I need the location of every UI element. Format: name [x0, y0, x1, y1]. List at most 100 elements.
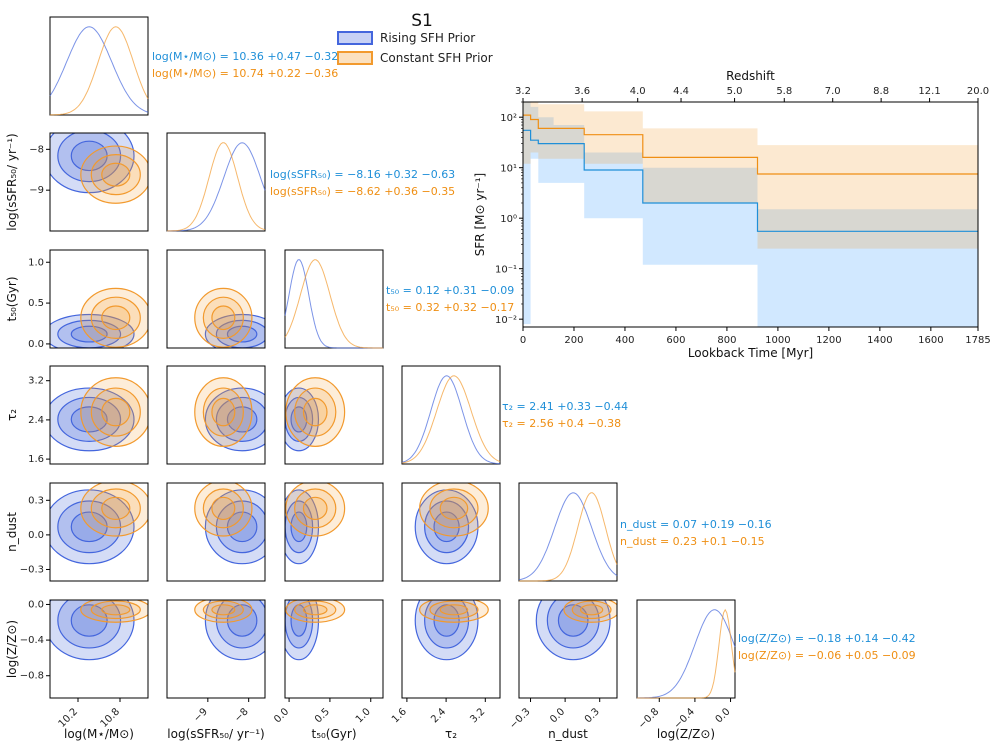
corner-y-tick-label: −0.8 [20, 671, 44, 682]
corner-y-tick-label: 0.0 [28, 599, 44, 610]
diag-histogram [519, 492, 618, 582]
corner-x-tick-label: 0.0 [714, 706, 733, 725]
contour-level [294, 600, 337, 620]
diag-histogram [637, 609, 736, 699]
sfh-top-tick-label: 4.4 [673, 86, 689, 97]
contour-level [90, 387, 141, 437]
contour-level [204, 387, 265, 452]
corner-x-axis-label: n_dust [548, 727, 588, 741]
contour-level [57, 133, 122, 183]
contour-level [202, 296, 244, 339]
contour-frame [166, 599, 266, 699]
contour-panel [285, 600, 346, 661]
corner-y-tick-label: −8 [29, 144, 44, 155]
contour-level [211, 604, 236, 616]
summary-rising: log(M⋆/M⊙) = 10.36 +0.47 −0.32 [152, 50, 338, 63]
contour-level [215, 396, 265, 442]
legend-label-rising: Rising SFH Prior [380, 31, 475, 45]
diag-histogram [284, 259, 383, 349]
corner-y-axis-label: log(Z/Z⊙) [5, 620, 19, 678]
diag-histogram [50, 26, 149, 116]
summary-constant: t₅₀ = 0.32 +0.32 −0.17 [386, 301, 514, 314]
contour-panel [194, 377, 265, 452]
contour-level [414, 600, 479, 661]
sfh-x-tick-label: 1600 [918, 335, 943, 346]
corner-y-tick-label: 1.0 [28, 257, 44, 268]
contour-frame [401, 482, 501, 582]
contour-level [204, 313, 265, 348]
contour-level [80, 287, 148, 348]
contour-level [211, 305, 236, 331]
contour-frame [284, 365, 384, 465]
summary-constant: log(Z/Z⊙) = −0.06 +0.05 −0.09 [738, 649, 916, 662]
sfh-y-tick-label: 10⁰ [500, 214, 517, 225]
corner-x-axis-label: log(sSFR₅₀/ yr⁻¹) [167, 727, 264, 741]
contour-level [101, 604, 131, 616]
diag-panel [49, 16, 149, 116]
contour-frame [401, 599, 501, 699]
summary-rising: log(sSFR₅₀) = −8.16 +0.32 −0.63 [270, 168, 455, 181]
contour-frame [284, 482, 384, 582]
corner-x-tick-label: 3.2 [468, 706, 487, 725]
corner-y-tick-label: −0.3 [20, 564, 44, 575]
diag-histogram [637, 608, 736, 699]
sfh-top-axis-label: Redshift [726, 69, 775, 83]
contour-panel [194, 600, 265, 661]
contour-frame [166, 365, 266, 465]
summary-rising: t₅₀ = 0.12 +0.31 −0.09 [386, 284, 514, 297]
contour-level [80, 145, 148, 204]
contour-level [101, 397, 131, 427]
contour-level [90, 488, 141, 529]
corner-x-tick-label: 0.5 [313, 706, 332, 725]
diag-histogram [284, 259, 383, 349]
corner-x-axis-label: log(M⋆/M⊙) [64, 727, 134, 741]
contour-level [419, 483, 489, 537]
summary-rising: log(Z/Z⊙) = −0.18 +0.14 −0.42 [738, 632, 916, 645]
contour-level [302, 496, 328, 521]
sfh-y-tick-label: 10¹ [500, 164, 517, 175]
legend-label-constant: Constant SFH Prior [380, 51, 493, 65]
sfh-x-axis-label: Lookback Time [Myr] [688, 346, 813, 360]
contour-panel [194, 483, 265, 565]
contour-level [285, 483, 346, 537]
contour-panel [50, 287, 148, 348]
legend: Rising SFH Prior Constant SFH Prior [337, 31, 493, 65]
contour-level [429, 488, 479, 529]
contour-level [211, 496, 236, 521]
corner-x-axis-label: τ₂ [445, 727, 457, 741]
sfh-panel: Redshift Lookback Time [Myr] SFR [M⊙ yr⁻… [473, 69, 991, 360]
diag-histogram [518, 492, 618, 581]
corner-x-tick-label: 0.0 [548, 706, 567, 725]
sfh-line-rising [523, 129, 978, 232]
contour-level [57, 396, 122, 442]
contour-level [90, 296, 141, 339]
contour-level [194, 600, 253, 623]
summary-constant: log(sSFR₅₀) = −8.62 +0.36 −0.35 [270, 185, 455, 198]
contour-panel [414, 600, 489, 661]
legend-swatch-rising [337, 31, 373, 45]
sfh-band-rising [523, 102, 978, 327]
diag-histogram [166, 142, 266, 232]
sfh-x-tick-label: 1400 [867, 335, 892, 346]
sfh-x-tick-label: 600 [666, 335, 685, 346]
legend-swatch-constant [337, 51, 373, 65]
corner-y-axis-label: log(sSFR₅₀/ yr⁻¹) [5, 133, 19, 230]
corner-y-tick-label: 1.6 [28, 454, 44, 465]
contour-frame [166, 249, 266, 349]
contour-frame [518, 599, 618, 699]
sfh-top-tick-label: 4.0 [630, 86, 646, 97]
summary-constant: n_dust = 0.23 +0.1 −0.15 [620, 535, 765, 548]
sfh-top-tick-label: 12.1 [918, 86, 940, 97]
contour-level [429, 600, 479, 620]
contour-panel [285, 377, 346, 452]
corner-y-tick-label: 0.0 [28, 530, 44, 541]
sfh-top-tick-label: 5.8 [776, 86, 792, 97]
corner-x-axis-label: t₅₀(Gyr) [311, 727, 356, 741]
contour-level [215, 600, 265, 649]
corner-y-tick-label: 3.2 [28, 376, 44, 387]
contour-level [579, 604, 604, 616]
sfh-top-tick-label: 3.6 [574, 86, 590, 97]
sfh-y-tick-label: 10⁻² [495, 315, 517, 326]
